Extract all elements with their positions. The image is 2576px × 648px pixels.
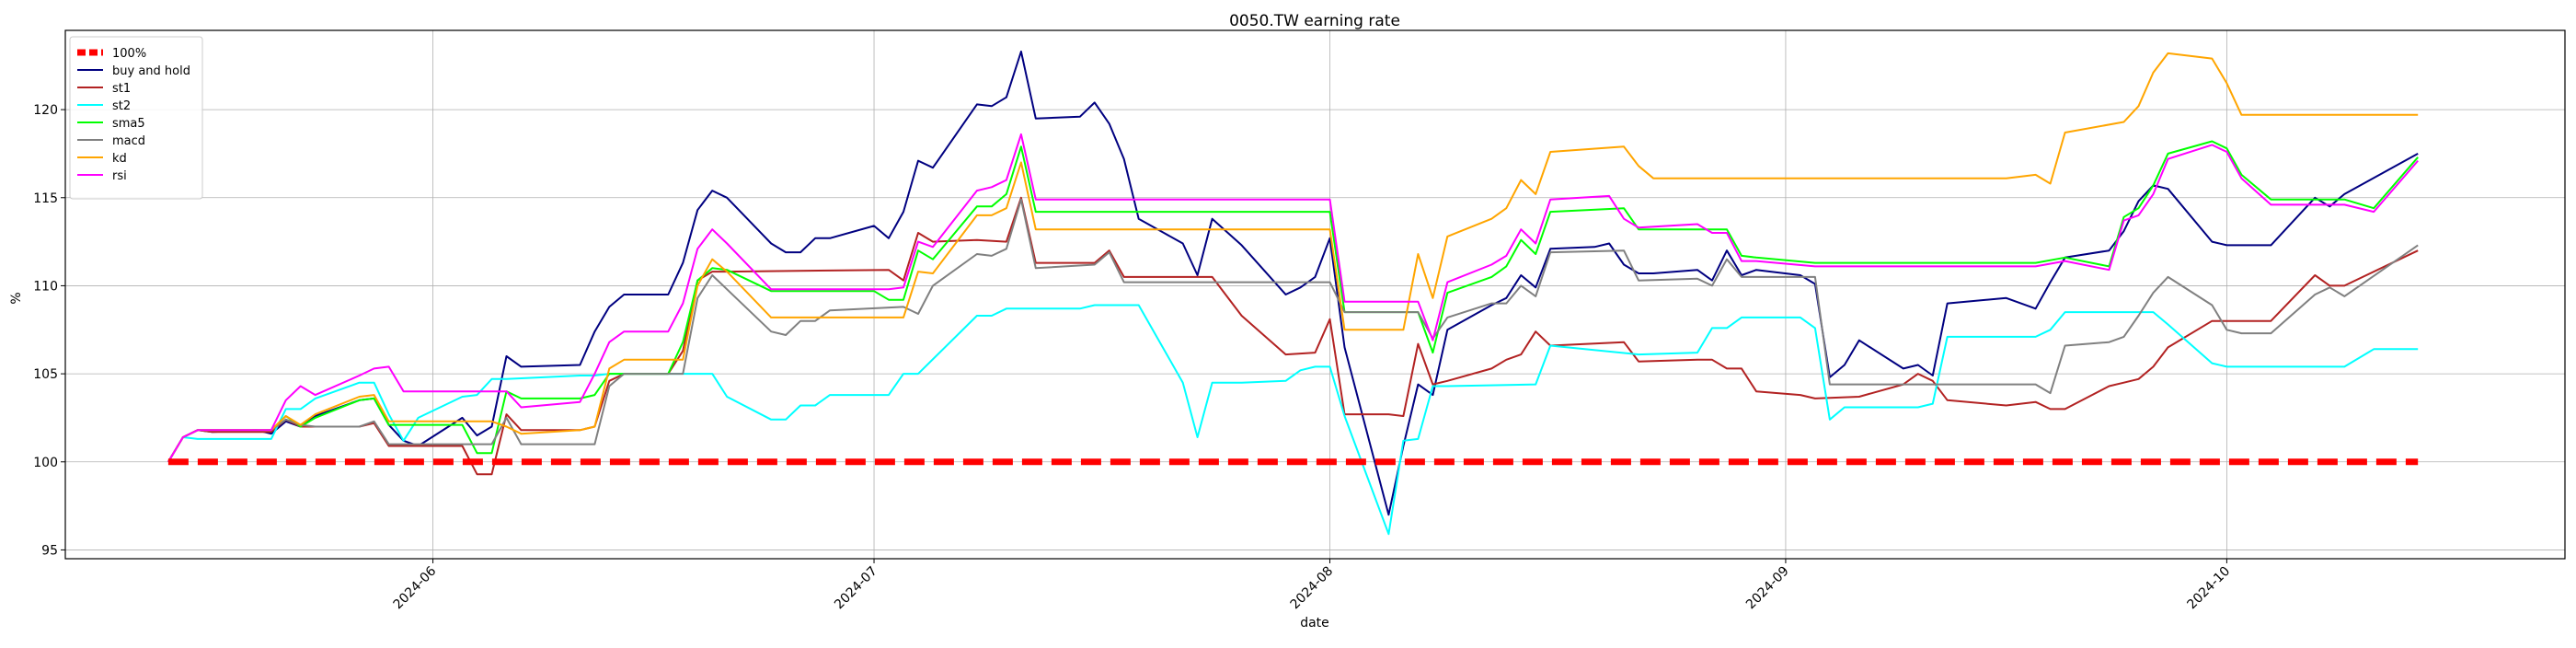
legend: 100% buy and hold st1 st2 sma5 macd kd rsi xyxy=(69,36,203,200)
series-line-sma5 xyxy=(167,140,2419,463)
series-lines xyxy=(167,51,2419,536)
chart-title: 0050.TW earning rate xyxy=(1229,12,1400,30)
legend-label: rsi xyxy=(112,169,127,183)
legend-label: st2 xyxy=(112,99,131,113)
axis-ticks: 95 100 105 110 115 120 2024-06 2024-07 2024-08 20… xyxy=(33,103,2233,612)
y-tick-label: 120 xyxy=(33,103,58,118)
x-tick-label: 2024-08 xyxy=(1288,564,1337,613)
y-tick-label: 95 xyxy=(41,543,58,558)
series-line-st2 xyxy=(167,304,2419,536)
legend-label: sma5 xyxy=(112,117,145,131)
x-tick-label: 2024-06 xyxy=(391,563,440,612)
grid xyxy=(65,30,2565,559)
series-line-macd xyxy=(167,198,2419,463)
series-line-kd xyxy=(167,52,2419,463)
x-tick-label: 2024-09 xyxy=(1743,564,1792,613)
legend-label: 100% xyxy=(112,47,146,61)
y-tick-label: 105 xyxy=(33,367,58,382)
x-tick-label: 2024-07 xyxy=(832,564,880,613)
legend-label: st1 xyxy=(112,82,131,96)
series-line-st1 xyxy=(167,196,2419,476)
y-tick-label: 100 xyxy=(33,456,58,470)
legend-label: buy and hold xyxy=(112,64,190,78)
plot-frame xyxy=(64,29,2566,560)
series-line-rsi xyxy=(167,133,2419,463)
series-line-buy-and-hold xyxy=(167,51,2419,516)
y-axis-label: % xyxy=(9,292,24,304)
y-tick-label: 110 xyxy=(33,279,58,294)
y-tick-label: 115 xyxy=(33,191,58,206)
x-axis-label: date xyxy=(1300,616,1329,631)
legend-label: macd xyxy=(112,134,145,148)
x-tick-label: 2024-10 xyxy=(2185,564,2234,613)
legend-label: kd xyxy=(112,152,127,166)
